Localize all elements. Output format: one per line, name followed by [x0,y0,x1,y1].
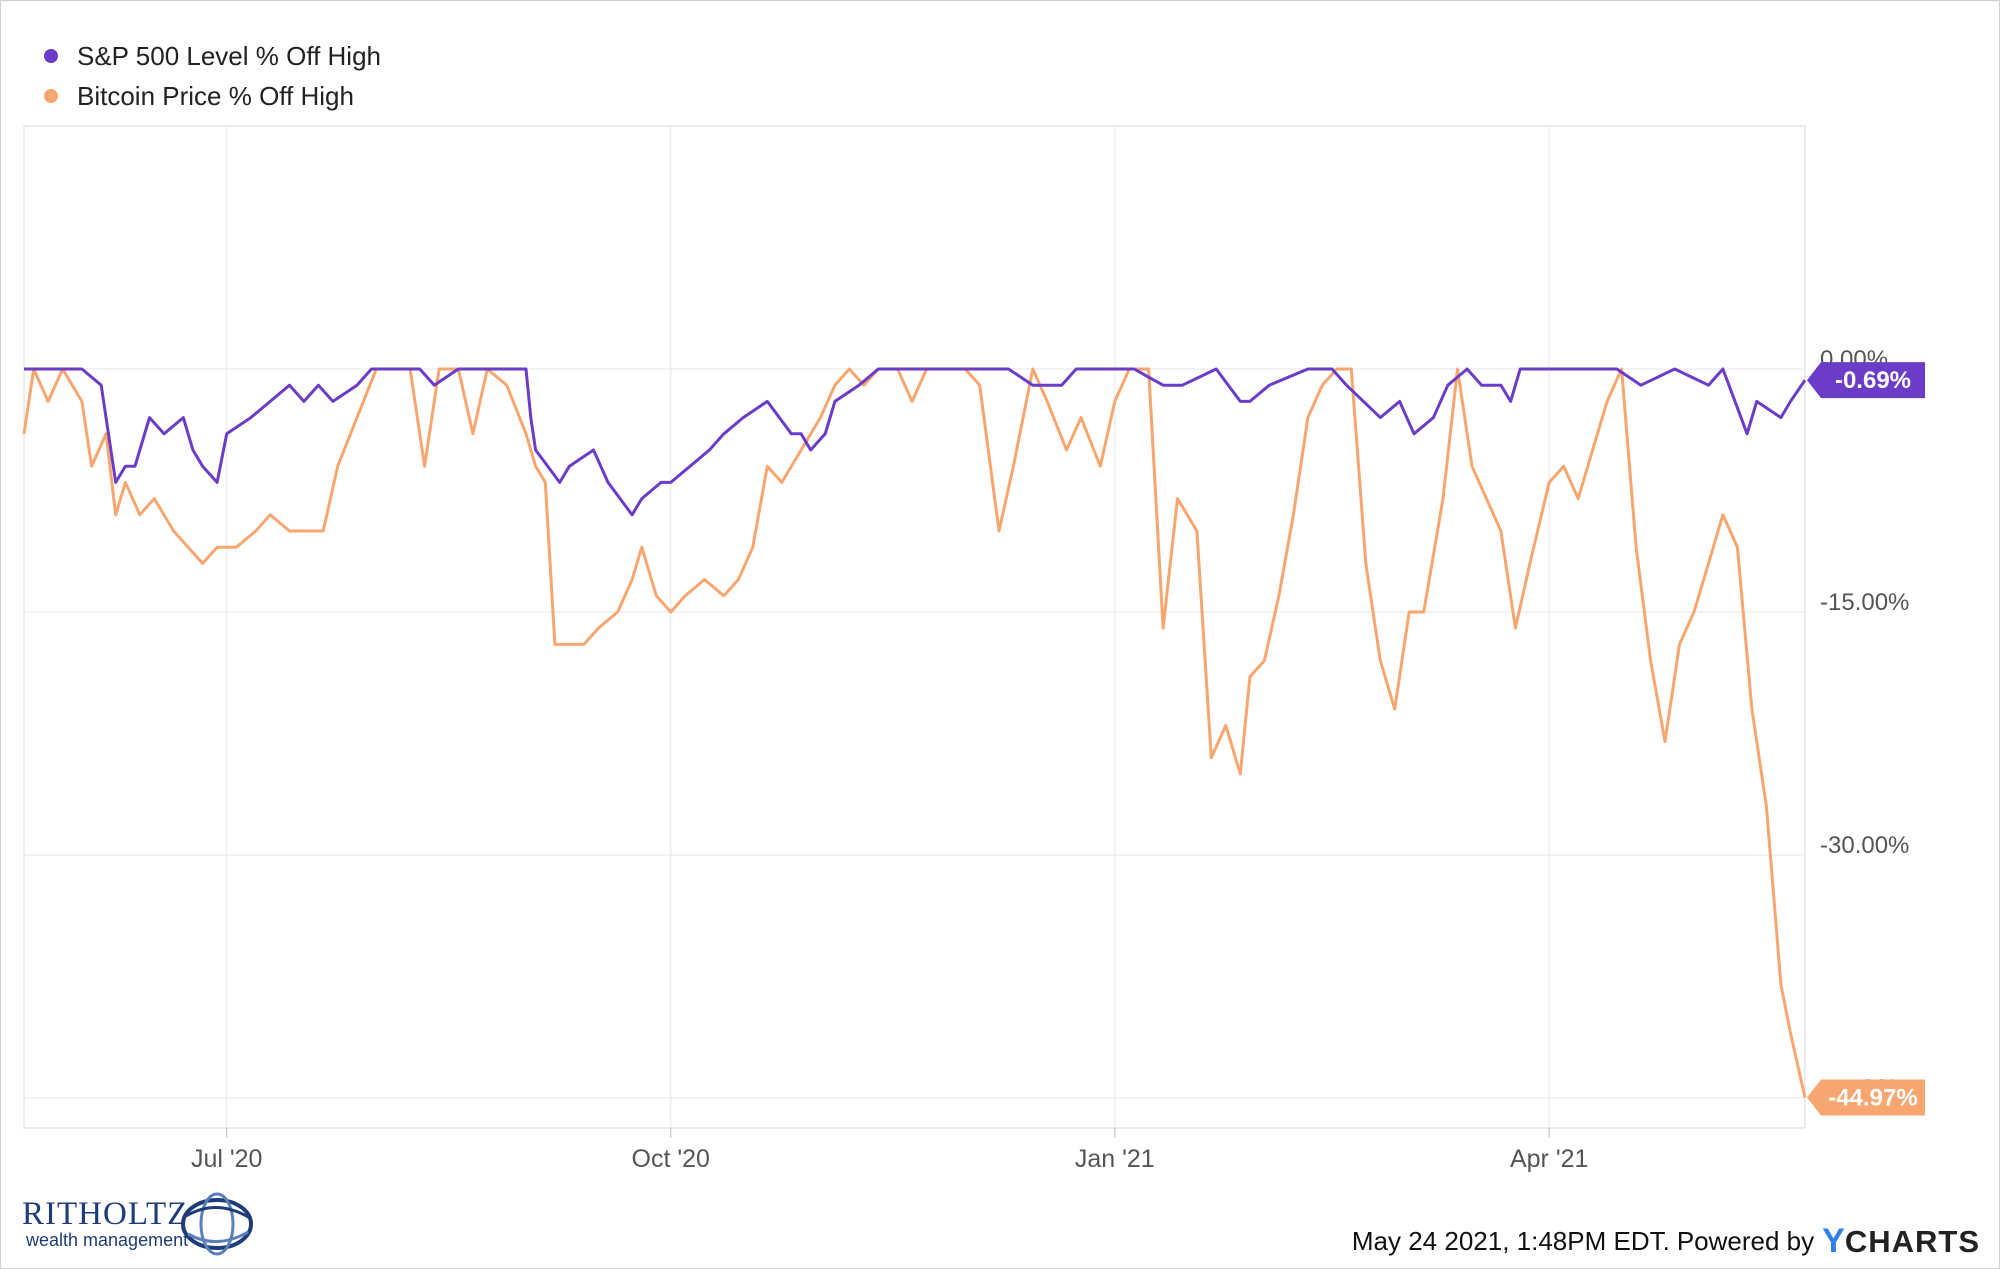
ritholtz-logo: RITHOLTZ wealth management [22,1188,262,1258]
timestamp-text: May 24 2021, 1:48PM EDT. [1351,1226,1670,1256]
sp500-series-line [24,367,1807,517]
y-tick-label: -15.00% [1820,589,1909,616]
legend-dot-icon [44,89,58,103]
legend-label: S&P 500 Level % Off High [77,40,382,71]
legend-label: Bitcoin Price % Off High [77,80,354,111]
powered-by-text: Powered by [1676,1226,1815,1256]
ycharts-logo-text[interactable]: CHARTS [1844,1223,1980,1259]
globe-icon [181,1192,253,1256]
sp500-value-label: -0.69% [1835,367,1911,394]
credit-line: May 24 2021, 1:48PM EDT. Powered by Y CH… [1352,1222,1980,1261]
plot-area [23,125,1806,1129]
logo-subtitle: wealth management [26,1230,189,1250]
ycharts-logo-y[interactable]: Y [1822,1222,1845,1260]
bitcoin-value-label: -44.97% [1828,1085,1917,1112]
x-tick-label: Apr '21 [1510,1145,1588,1173]
y-tick-label: -30.00% [1820,832,1909,859]
legend-dot-icon [44,49,58,63]
x-tick-label: Jan '21 [1075,1145,1155,1173]
bitcoin-value-badge [1807,1079,1925,1116]
bitcoin-series-line [22,367,1807,1098]
sp500-value-badge [1807,362,1925,399]
x-tick-label: Jul '20 [191,1145,262,1173]
x-tick-label: Oct '20 [632,1145,710,1173]
legend: S&P 500 Level % Off High Bitcoin Price % … [44,36,381,116]
legend-item[interactable]: S&P 500 Level % Off High [44,36,381,76]
legend-item[interactable]: Bitcoin Price % Off High [44,76,381,116]
logo-name: RITHOLTZ [22,1196,189,1232]
